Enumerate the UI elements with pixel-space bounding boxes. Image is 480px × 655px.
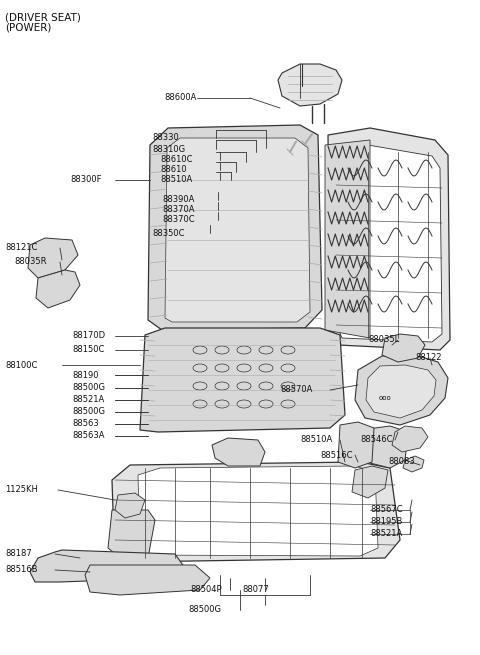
Polygon shape [352,466,388,498]
Text: 88330: 88330 [152,134,179,143]
Text: 88521A: 88521A [72,396,104,405]
Polygon shape [355,355,448,425]
Polygon shape [382,334,425,362]
Text: 88521A: 88521A [370,529,402,538]
Polygon shape [325,140,370,338]
Polygon shape [403,456,424,472]
Text: 88516B: 88516B [5,565,37,574]
Text: 88370A: 88370A [162,206,194,214]
Polygon shape [338,422,374,468]
Text: 88510A: 88510A [300,436,332,445]
Text: 88150C: 88150C [72,345,104,354]
Text: 88035R: 88035R [14,257,47,267]
Text: 88546C: 88546C [360,436,393,445]
Text: 88350C: 88350C [152,229,184,238]
Text: ooo: ooo [379,395,391,401]
Text: 88100C: 88100C [5,360,37,369]
Text: 88610: 88610 [160,166,187,174]
Polygon shape [36,270,80,308]
Text: 88500G: 88500G [72,383,105,392]
Text: 88083: 88083 [388,457,415,466]
Text: (DRIVER SEAT): (DRIVER SEAT) [5,12,81,22]
Text: 88567C: 88567C [370,506,403,514]
Polygon shape [358,426,408,468]
Text: 88187: 88187 [5,550,32,559]
Polygon shape [138,466,378,556]
Text: 88077: 88077 [242,586,269,595]
Polygon shape [165,138,310,322]
Text: 88600A: 88600A [165,94,197,102]
Polygon shape [278,64,342,106]
Text: 88195B: 88195B [370,517,402,527]
Text: 88170D: 88170D [72,331,105,341]
Polygon shape [212,438,265,466]
Polygon shape [328,128,450,350]
Text: 88300F: 88300F [70,176,101,185]
Polygon shape [28,238,78,278]
Text: 88563A: 88563A [72,432,105,441]
Text: 88390A: 88390A [162,195,194,204]
Text: 88500G: 88500G [188,605,221,614]
Polygon shape [85,565,210,595]
Text: 88035L: 88035L [368,335,399,345]
Text: 88500G: 88500G [72,407,105,417]
Polygon shape [112,462,400,570]
Text: 88504P: 88504P [190,586,222,595]
Text: (POWER): (POWER) [5,23,51,33]
Text: 1125KH: 1125KH [5,485,38,495]
Text: 88310G: 88310G [152,145,185,153]
Polygon shape [148,125,322,330]
Polygon shape [140,328,345,432]
Polygon shape [366,365,436,418]
Text: 88370C: 88370C [162,215,194,225]
Polygon shape [30,550,185,582]
Text: 88516C: 88516C [320,451,352,460]
Text: 88510A: 88510A [160,176,192,185]
Text: 88121C: 88121C [5,244,37,252]
Text: 88563: 88563 [72,419,99,428]
Text: 88190: 88190 [72,371,98,379]
Polygon shape [108,510,155,562]
Text: 88610C: 88610C [160,155,192,164]
Text: 88122: 88122 [415,354,442,362]
Polygon shape [392,426,428,452]
Polygon shape [336,145,442,342]
Polygon shape [115,493,145,518]
Text: 88570A: 88570A [280,386,312,394]
